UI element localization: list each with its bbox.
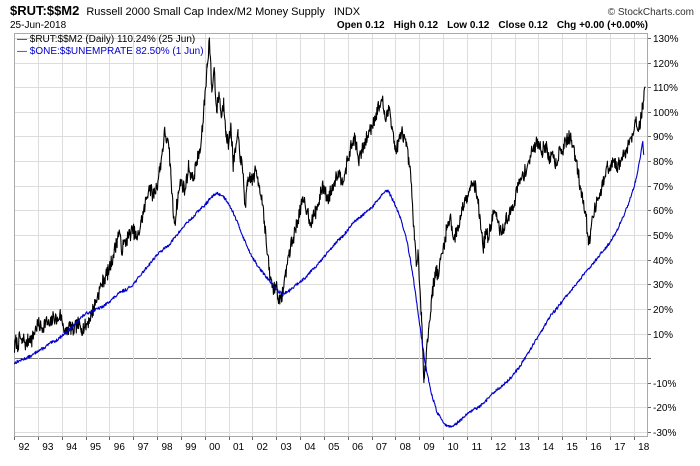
x-axis-label: 94 bbox=[66, 442, 78, 453]
quote-close-label: Close bbox=[498, 20, 526, 31]
y-axis-label: 100% bbox=[653, 108, 679, 119]
x-axis-label: 10 bbox=[447, 442, 459, 453]
y-axis-label: 130% bbox=[653, 34, 679, 45]
y-axis-label: 50% bbox=[653, 231, 673, 242]
y-axis-label: 70% bbox=[653, 182, 673, 193]
plot-border bbox=[14, 33, 648, 437]
x-axis-label: 17 bbox=[614, 442, 626, 453]
quote-open: Open 0.12 bbox=[337, 20, 385, 31]
y-axis-label: 30% bbox=[653, 280, 673, 291]
x-axis-label: 96 bbox=[114, 442, 126, 453]
x-axis-label: 00 bbox=[209, 442, 221, 453]
symbol-description: Russell 2000 Small Cap Index/M2 Money Su… bbox=[86, 6, 325, 18]
y-axis-label: -10% bbox=[653, 379, 676, 390]
quote-close-value: 0.12 bbox=[528, 20, 548, 31]
x-axis-label: 16 bbox=[590, 442, 602, 453]
y-axis-label: 110% bbox=[653, 83, 678, 94]
quote-open-value: 0.12 bbox=[365, 20, 385, 31]
quote-chg: Chg +0.00 (+0.00%) bbox=[557, 20, 648, 31]
quote-values: Open 0.12 High 0.12 Low 0.12 Close 0.12 … bbox=[337, 20, 648, 31]
y-axis-label: -20% bbox=[653, 403, 676, 414]
quote-low-label: Low bbox=[447, 20, 468, 31]
x-axis-label: 04 bbox=[304, 442, 316, 453]
x-axis-label: 01 bbox=[233, 442, 245, 453]
copyright-notice: © StockCharts.com bbox=[607, 7, 694, 18]
x-axis-label: 92 bbox=[18, 442, 30, 453]
x-axis-label: 13 bbox=[519, 442, 531, 453]
x-axis-label: 08 bbox=[400, 442, 412, 453]
x-axis-label: 02 bbox=[257, 442, 269, 453]
x-axis-label: 09 bbox=[424, 442, 436, 453]
series-one-unemprate bbox=[14, 140, 645, 428]
quote-chg-label: Chg bbox=[556, 20, 577, 31]
x-axis-label: 03 bbox=[281, 442, 293, 453]
x-axis-label: 11 bbox=[472, 442, 483, 453]
quote-open-label: Open bbox=[336, 20, 363, 31]
quote-high: High 0.12 bbox=[394, 20, 438, 31]
x-axis-label: 06 bbox=[352, 442, 364, 453]
x-axis-label: 97 bbox=[138, 442, 150, 453]
quote-close: Close 0.12 bbox=[498, 20, 547, 31]
exchange-label: INDX bbox=[333, 6, 361, 18]
series-rut-m2 bbox=[14, 37, 646, 384]
x-axis-label: 12 bbox=[495, 442, 507, 453]
y-axis-label: -30% bbox=[653, 428, 676, 439]
x-axis-label: 05 bbox=[328, 442, 340, 453]
chart-legend: — $RUT:$$M2 (Daily) 110.24% (25 Jun) — $… bbox=[17, 34, 204, 58]
x-axis-label: 93 bbox=[42, 442, 54, 453]
y-axis-label: 20% bbox=[653, 305, 673, 316]
x-axis-label: 14 bbox=[543, 442, 555, 453]
x-axis-label: 98 bbox=[161, 442, 173, 453]
y-axis-label: 60% bbox=[653, 206, 673, 217]
header-title-row: $RUT:$$M2 Russell 2000 Small Cap Index/M… bbox=[10, 3, 694, 18]
quote-high-label: High bbox=[393, 20, 416, 31]
quote-high-value: 0.12 bbox=[418, 20, 439, 31]
symbol-ticker: $RUT:$$M2 bbox=[10, 3, 80, 18]
legend-item-rut-m2: — $RUT:$$M2 (Daily) 110.24% (25 Jun) bbox=[17, 34, 196, 45]
y-axis-label: 120% bbox=[653, 59, 679, 70]
quote-date: 25-Jun-2018 bbox=[10, 20, 67, 31]
x-axis-label: 99 bbox=[185, 442, 197, 453]
x-axis-label: 18 bbox=[638, 442, 650, 453]
legend-item-one-unemprate: — $ONE:$$UNEMPRATE 82.50% (1 Jun) bbox=[17, 46, 204, 57]
quote-low: Low 0.12 bbox=[447, 20, 489, 31]
quote-chg-value: +0.00 (+0.00%) bbox=[579, 20, 648, 31]
x-axis-label: 07 bbox=[376, 442, 388, 453]
y-axis-label: 40% bbox=[653, 256, 673, 267]
y-axis-label: 90% bbox=[653, 132, 673, 143]
x-axis-label: 15 bbox=[567, 442, 579, 453]
header-quote-row: 25-Jun-2018 Open 0.12 High 0.12 Low 0.12… bbox=[10, 20, 648, 31]
x-axis-label: 95 bbox=[90, 442, 102, 453]
y-axis-label: 10% bbox=[653, 330, 673, 341]
y-axis-label: 80% bbox=[653, 157, 673, 168]
quote-low-value: 0.12 bbox=[469, 20, 490, 31]
